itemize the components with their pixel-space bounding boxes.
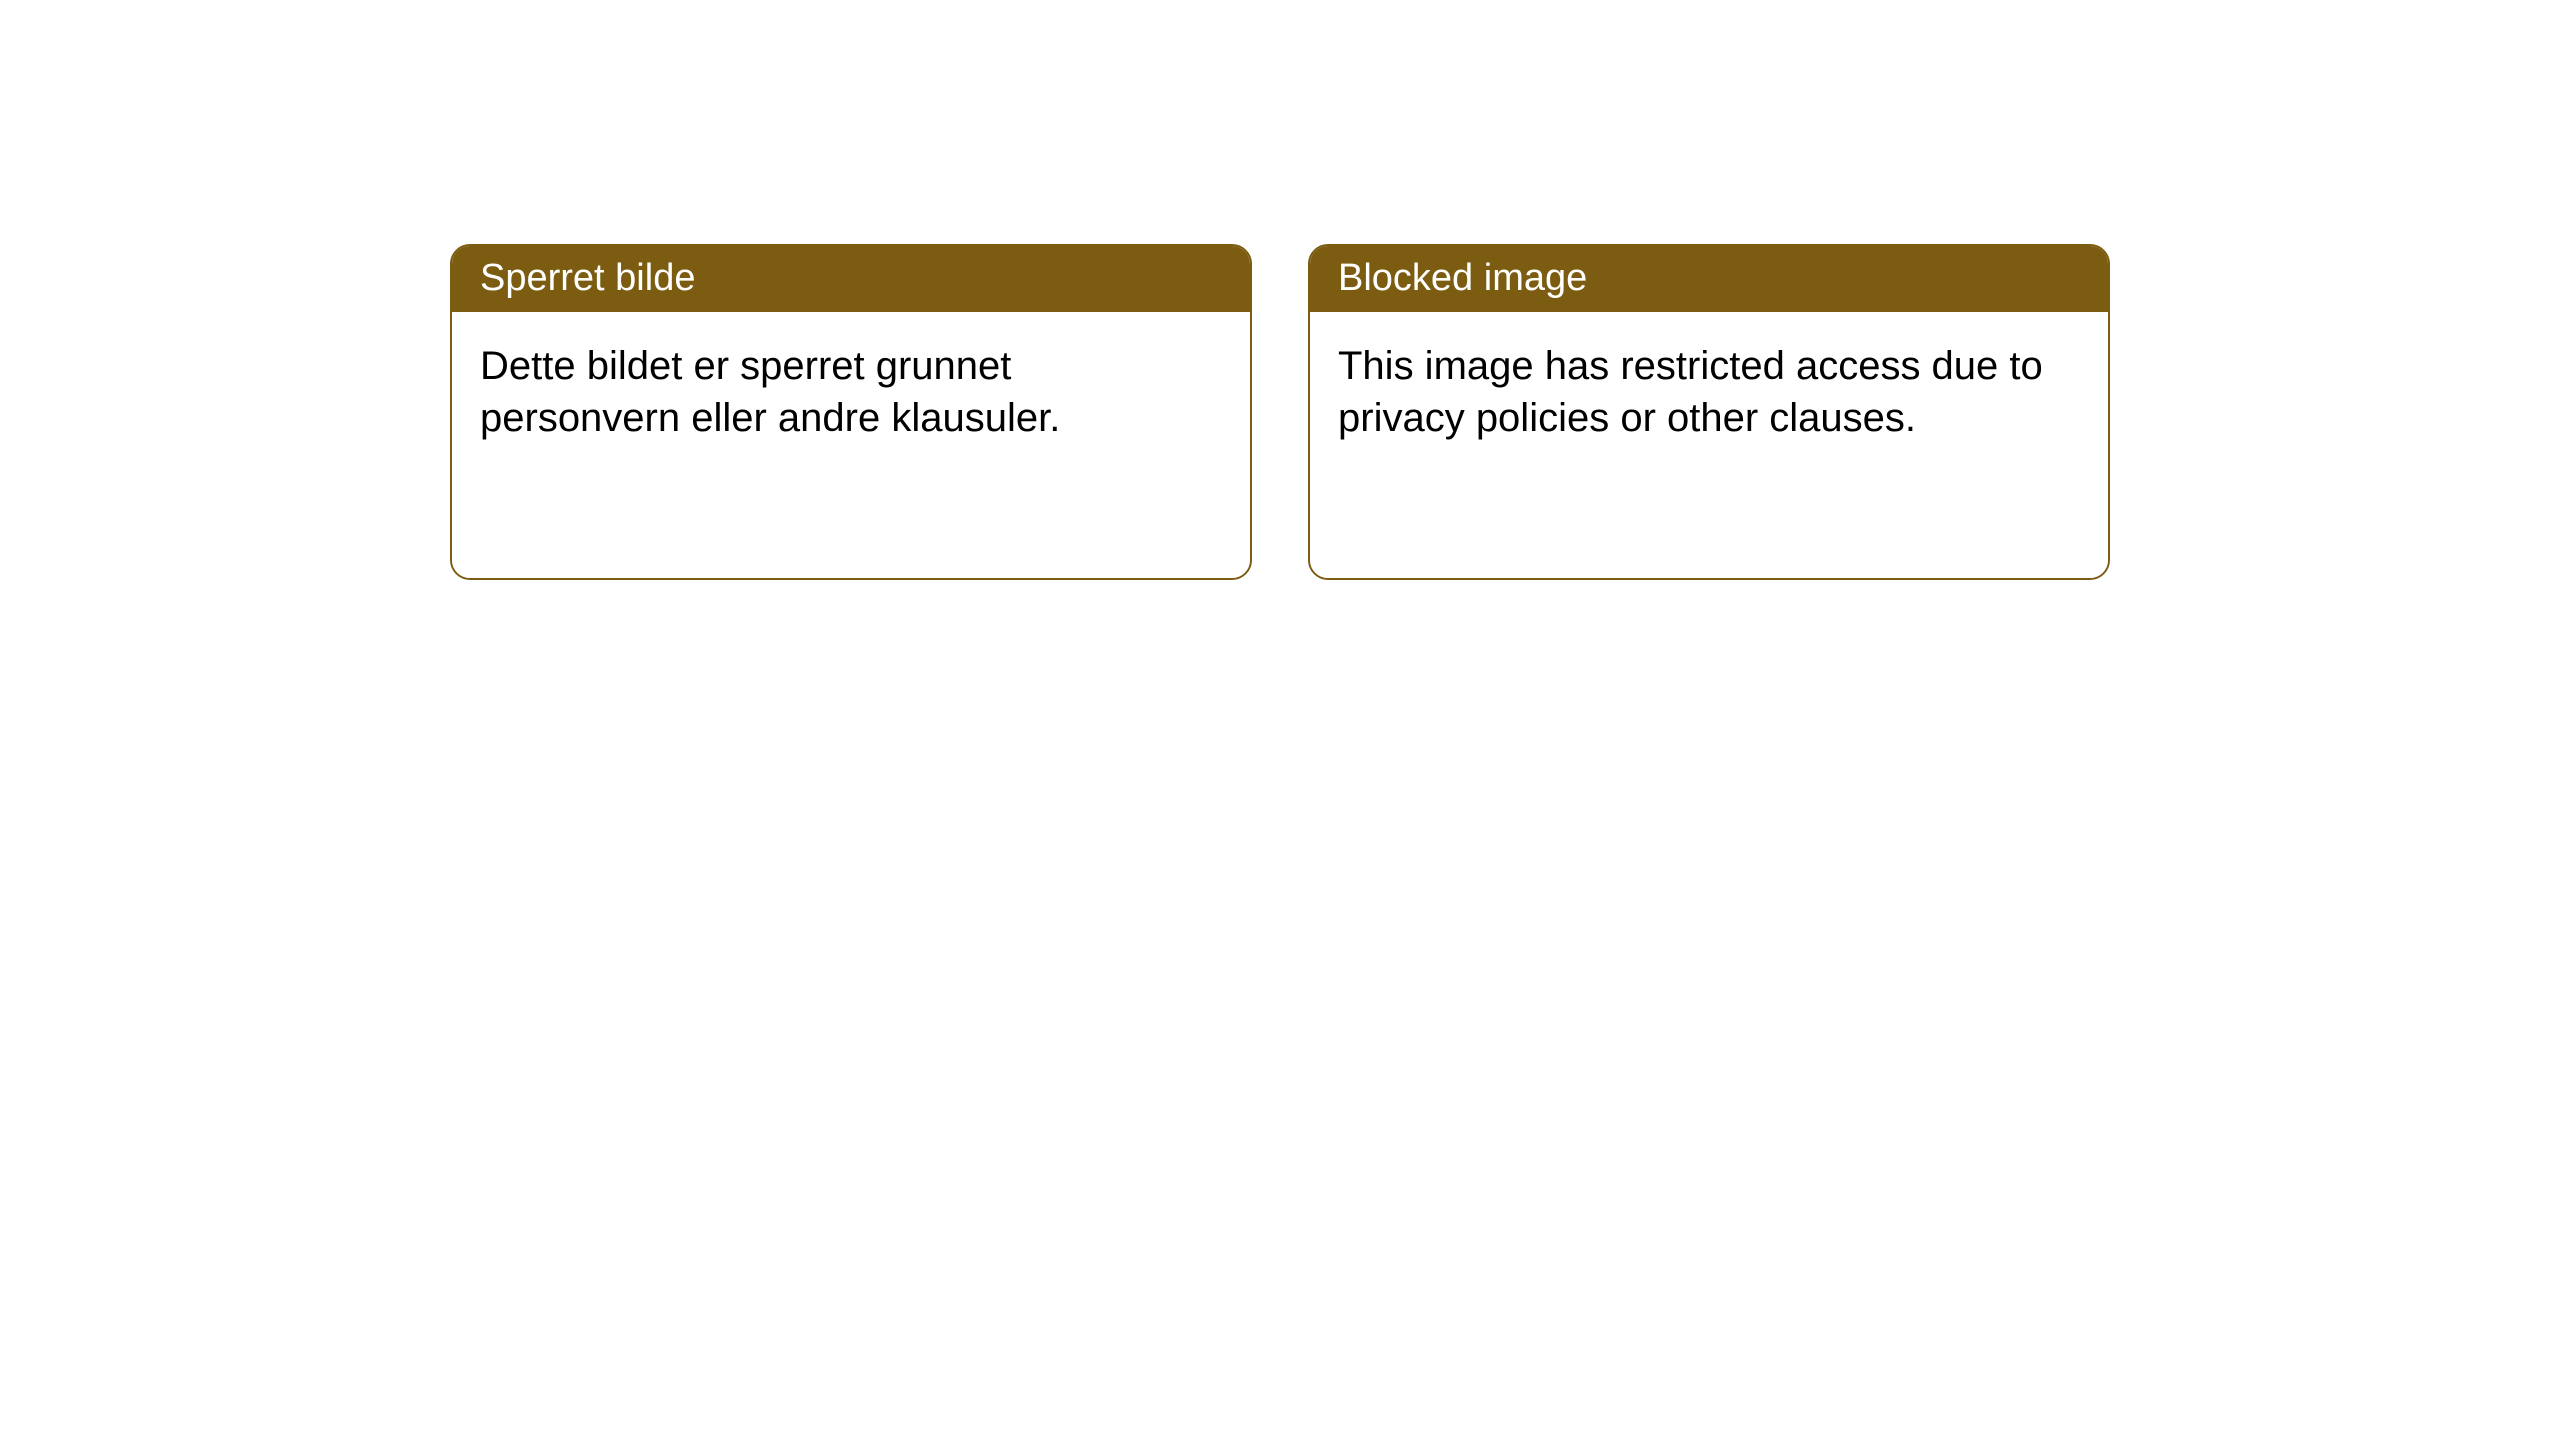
notice-card-norwegian: Sperret bilde Dette bildet er sperret gr… [450, 244, 1252, 580]
card-title: Sperret bilde [452, 246, 1250, 312]
notice-card-english: Blocked image This image has restricted … [1308, 244, 2110, 580]
card-title: Blocked image [1310, 246, 2108, 312]
notice-container: Sperret bilde Dette bildet er sperret gr… [0, 0, 2560, 580]
card-body: This image has restricted access due to … [1310, 312, 2108, 578]
card-body: Dette bildet er sperret grunnet personve… [452, 312, 1250, 578]
